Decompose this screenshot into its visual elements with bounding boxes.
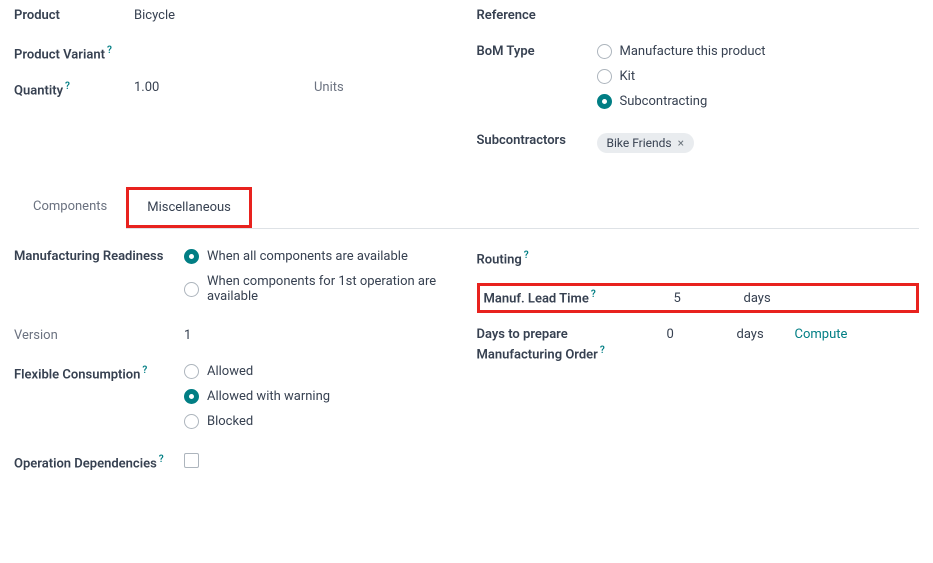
- tab-bar: Components Miscellaneous: [14, 187, 919, 229]
- readiness-all-radio[interactable]: When all components are available: [184, 249, 457, 264]
- help-icon[interactable]: ?: [159, 454, 164, 465]
- flexible-consumption-field: Flexible Consumption? Allowed Allowed wi…: [14, 364, 457, 439]
- routing-label: Routing?: [477, 249, 637, 269]
- bom-type-field: BoM Type Manufacture this product Kit Su…: [477, 44, 920, 119]
- tab-miscellaneous-highlight: Miscellaneous: [126, 187, 252, 228]
- readiness-first-op-radio[interactable]: When components for 1st operation are av…: [184, 274, 457, 304]
- help-icon[interactable]: ?: [591, 289, 596, 300]
- operation-dependencies-field: Operation Dependencies?: [14, 453, 457, 475]
- tag-remove-icon[interactable]: ×: [678, 136, 684, 150]
- version-field: Version 1: [14, 328, 457, 350]
- help-icon[interactable]: ?: [524, 250, 529, 261]
- routing-field: Routing?: [477, 249, 920, 269]
- manuf-lead-time-value[interactable]: 5: [644, 291, 744, 306]
- subcontractors-value[interactable]: Bike Friends ×: [597, 133, 920, 153]
- bom-type-options: Manufacture this product Kit Subcontract…: [597, 44, 920, 119]
- checkbox-icon: [184, 453, 199, 468]
- radio-icon: [184, 282, 199, 297]
- product-variant-field: Product Variant?: [14, 44, 457, 66]
- version-value: 1: [184, 328, 457, 343]
- flex-blocked-radio[interactable]: Blocked: [184, 414, 457, 429]
- flex-allowed-warn-radio[interactable]: Allowed with warning: [184, 389, 457, 404]
- days-to-prepare-unit: days: [737, 327, 787, 342]
- help-icon[interactable]: ?: [142, 365, 147, 376]
- product-variant-label: Product Variant?: [14, 44, 134, 64]
- manuf-lead-time-label: Manuf. Lead Time?: [484, 288, 644, 308]
- subcontractor-tag[interactable]: Bike Friends ×: [597, 133, 695, 153]
- flexible-consumption-options: Allowed Allowed with warning Blocked: [184, 364, 457, 439]
- reference-field: Reference: [477, 8, 920, 30]
- days-to-prepare-label: Days to prepare Manufacturing Order?: [477, 327, 637, 364]
- reference-label: Reference: [477, 8, 597, 25]
- help-icon[interactable]: ?: [107, 45, 112, 56]
- version-label: Version: [14, 328, 184, 345]
- manufacturing-readiness-options: When all components are available When c…: [184, 249, 457, 314]
- radio-icon: [597, 69, 612, 84]
- bom-type-manufacture-radio[interactable]: Manufacture this product: [597, 44, 920, 59]
- manuf-lead-time-unit: days: [744, 291, 794, 306]
- quantity-label: Quantity?: [14, 80, 134, 100]
- bom-type-label: BoM Type: [477, 44, 597, 61]
- top-left-column: Product Bicycle Product Variant? Quantit…: [14, 8, 457, 169]
- top-right-column: Reference BoM Type Manufacture this prod…: [477, 8, 920, 169]
- flexible-consumption-label: Flexible Consumption?: [14, 364, 184, 384]
- compute-button[interactable]: Compute: [795, 327, 848, 342]
- subcontractors-label: Subcontractors: [477, 133, 597, 150]
- help-icon[interactable]: ?: [600, 345, 605, 356]
- radio-icon: [184, 364, 199, 379]
- bom-type-kit-radio[interactable]: Kit: [597, 69, 920, 84]
- manufacturing-readiness-field: Manufacturing Readiness When all compone…: [14, 249, 457, 314]
- flex-allowed-radio[interactable]: Allowed: [184, 364, 457, 379]
- days-to-prepare-value[interactable]: 0: [637, 327, 737, 342]
- product-value[interactable]: Bicycle: [134, 8, 457, 23]
- manuf-lead-time-field-highlight: Manuf. Lead Time? 5 days: [477, 283, 920, 313]
- radio-icon: [184, 414, 199, 429]
- operation-dependencies-checkbox[interactable]: [184, 453, 457, 472]
- subcontractors-field: Subcontractors Bike Friends ×: [477, 133, 920, 155]
- manufacturing-readiness-label: Manufacturing Readiness: [14, 249, 184, 266]
- bom-type-subcontract-radio[interactable]: Subcontracting: [597, 94, 920, 109]
- help-icon[interactable]: ?: [65, 81, 70, 92]
- misc-left-column: Manufacturing Readiness When all compone…: [14, 249, 457, 489]
- operation-dependencies-label: Operation Dependencies?: [14, 453, 184, 473]
- miscellaneous-panel: Manufacturing Readiness When all compone…: [14, 229, 919, 489]
- tab-components[interactable]: Components: [14, 188, 126, 229]
- product-field: Product Bicycle: [14, 8, 457, 30]
- top-form: Product Bicycle Product Variant? Quantit…: [14, 8, 919, 169]
- product-label: Product: [14, 8, 134, 25]
- quantity-field: Quantity? 1.00 Units: [14, 80, 457, 102]
- radio-icon: [597, 44, 612, 59]
- radio-icon: [597, 94, 612, 109]
- radio-icon: [184, 249, 199, 264]
- radio-icon: [184, 389, 199, 404]
- quantity-value[interactable]: 1.00: [134, 80, 314, 95]
- days-to-prepare-field: Days to prepare Manufacturing Order? 0 d…: [477, 327, 920, 364]
- misc-right-column: Routing? Manuf. Lead Time? 5 days Days t…: [477, 249, 920, 489]
- tab-miscellaneous[interactable]: Miscellaneous: [129, 190, 249, 225]
- quantity-unit[interactable]: Units: [314, 80, 344, 95]
